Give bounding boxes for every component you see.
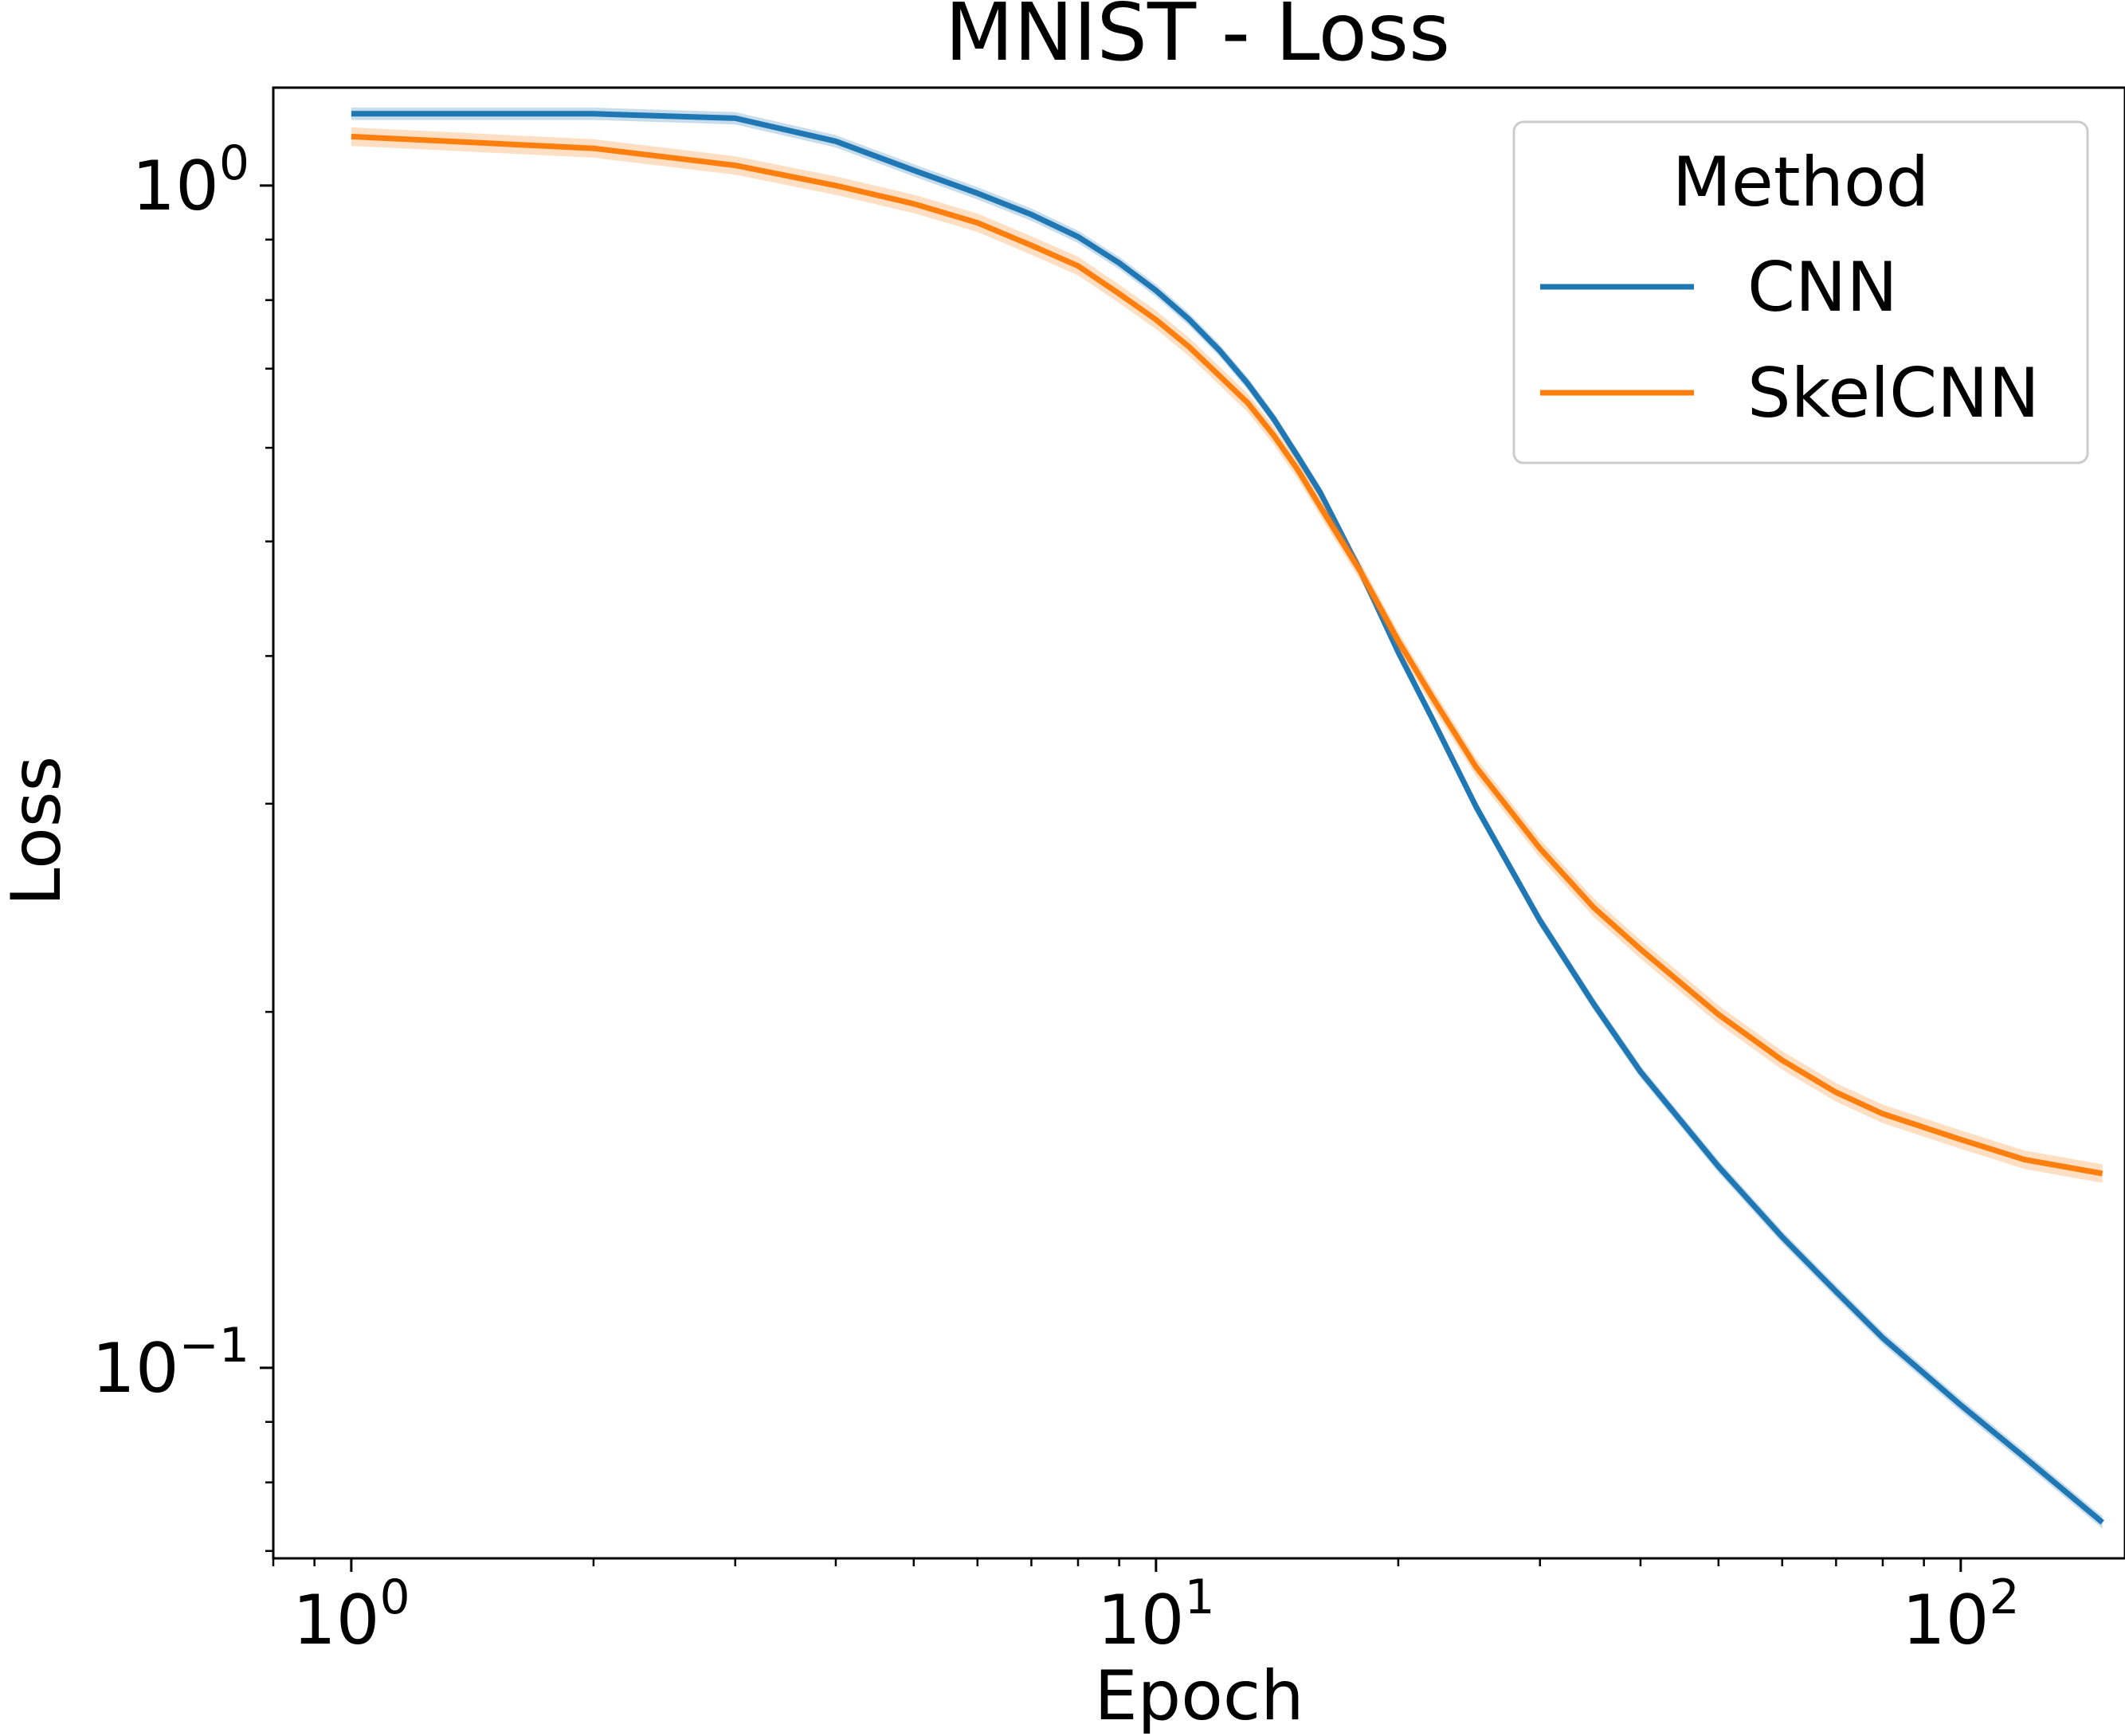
legend-box <box>1512 120 2089 464</box>
series-line-cnn <box>351 111 2104 1525</box>
x-tick-label: 102 <box>1902 1569 2020 1660</box>
y-tick-label: 100 <box>131 135 249 226</box>
x-tick-label: 101 <box>1097 1569 1215 1660</box>
legend-label-cnn: CNN <box>1747 248 1898 327</box>
x-tick-label: 100 <box>292 1569 410 1660</box>
y-axis-label: Loss <box>0 756 76 907</box>
chart-title: MNIST - Loss <box>945 0 1450 79</box>
axes: 100 101 102 100 10−1 <box>92 135 2020 1660</box>
axes-frame <box>272 86 2125 1560</box>
y-tick-label: 10−1 <box>92 1318 249 1409</box>
plot-area <box>351 108 2104 1529</box>
x-axis-label: Epoch <box>1094 1656 1304 1736</box>
legend: Method CNN SkelCNN <box>1512 120 2089 464</box>
legend-label-skelcnn: SkelCNN <box>1747 354 2040 433</box>
series-line-skelcnn <box>351 133 2103 1177</box>
legend-title: Method <box>1672 143 1930 222</box>
